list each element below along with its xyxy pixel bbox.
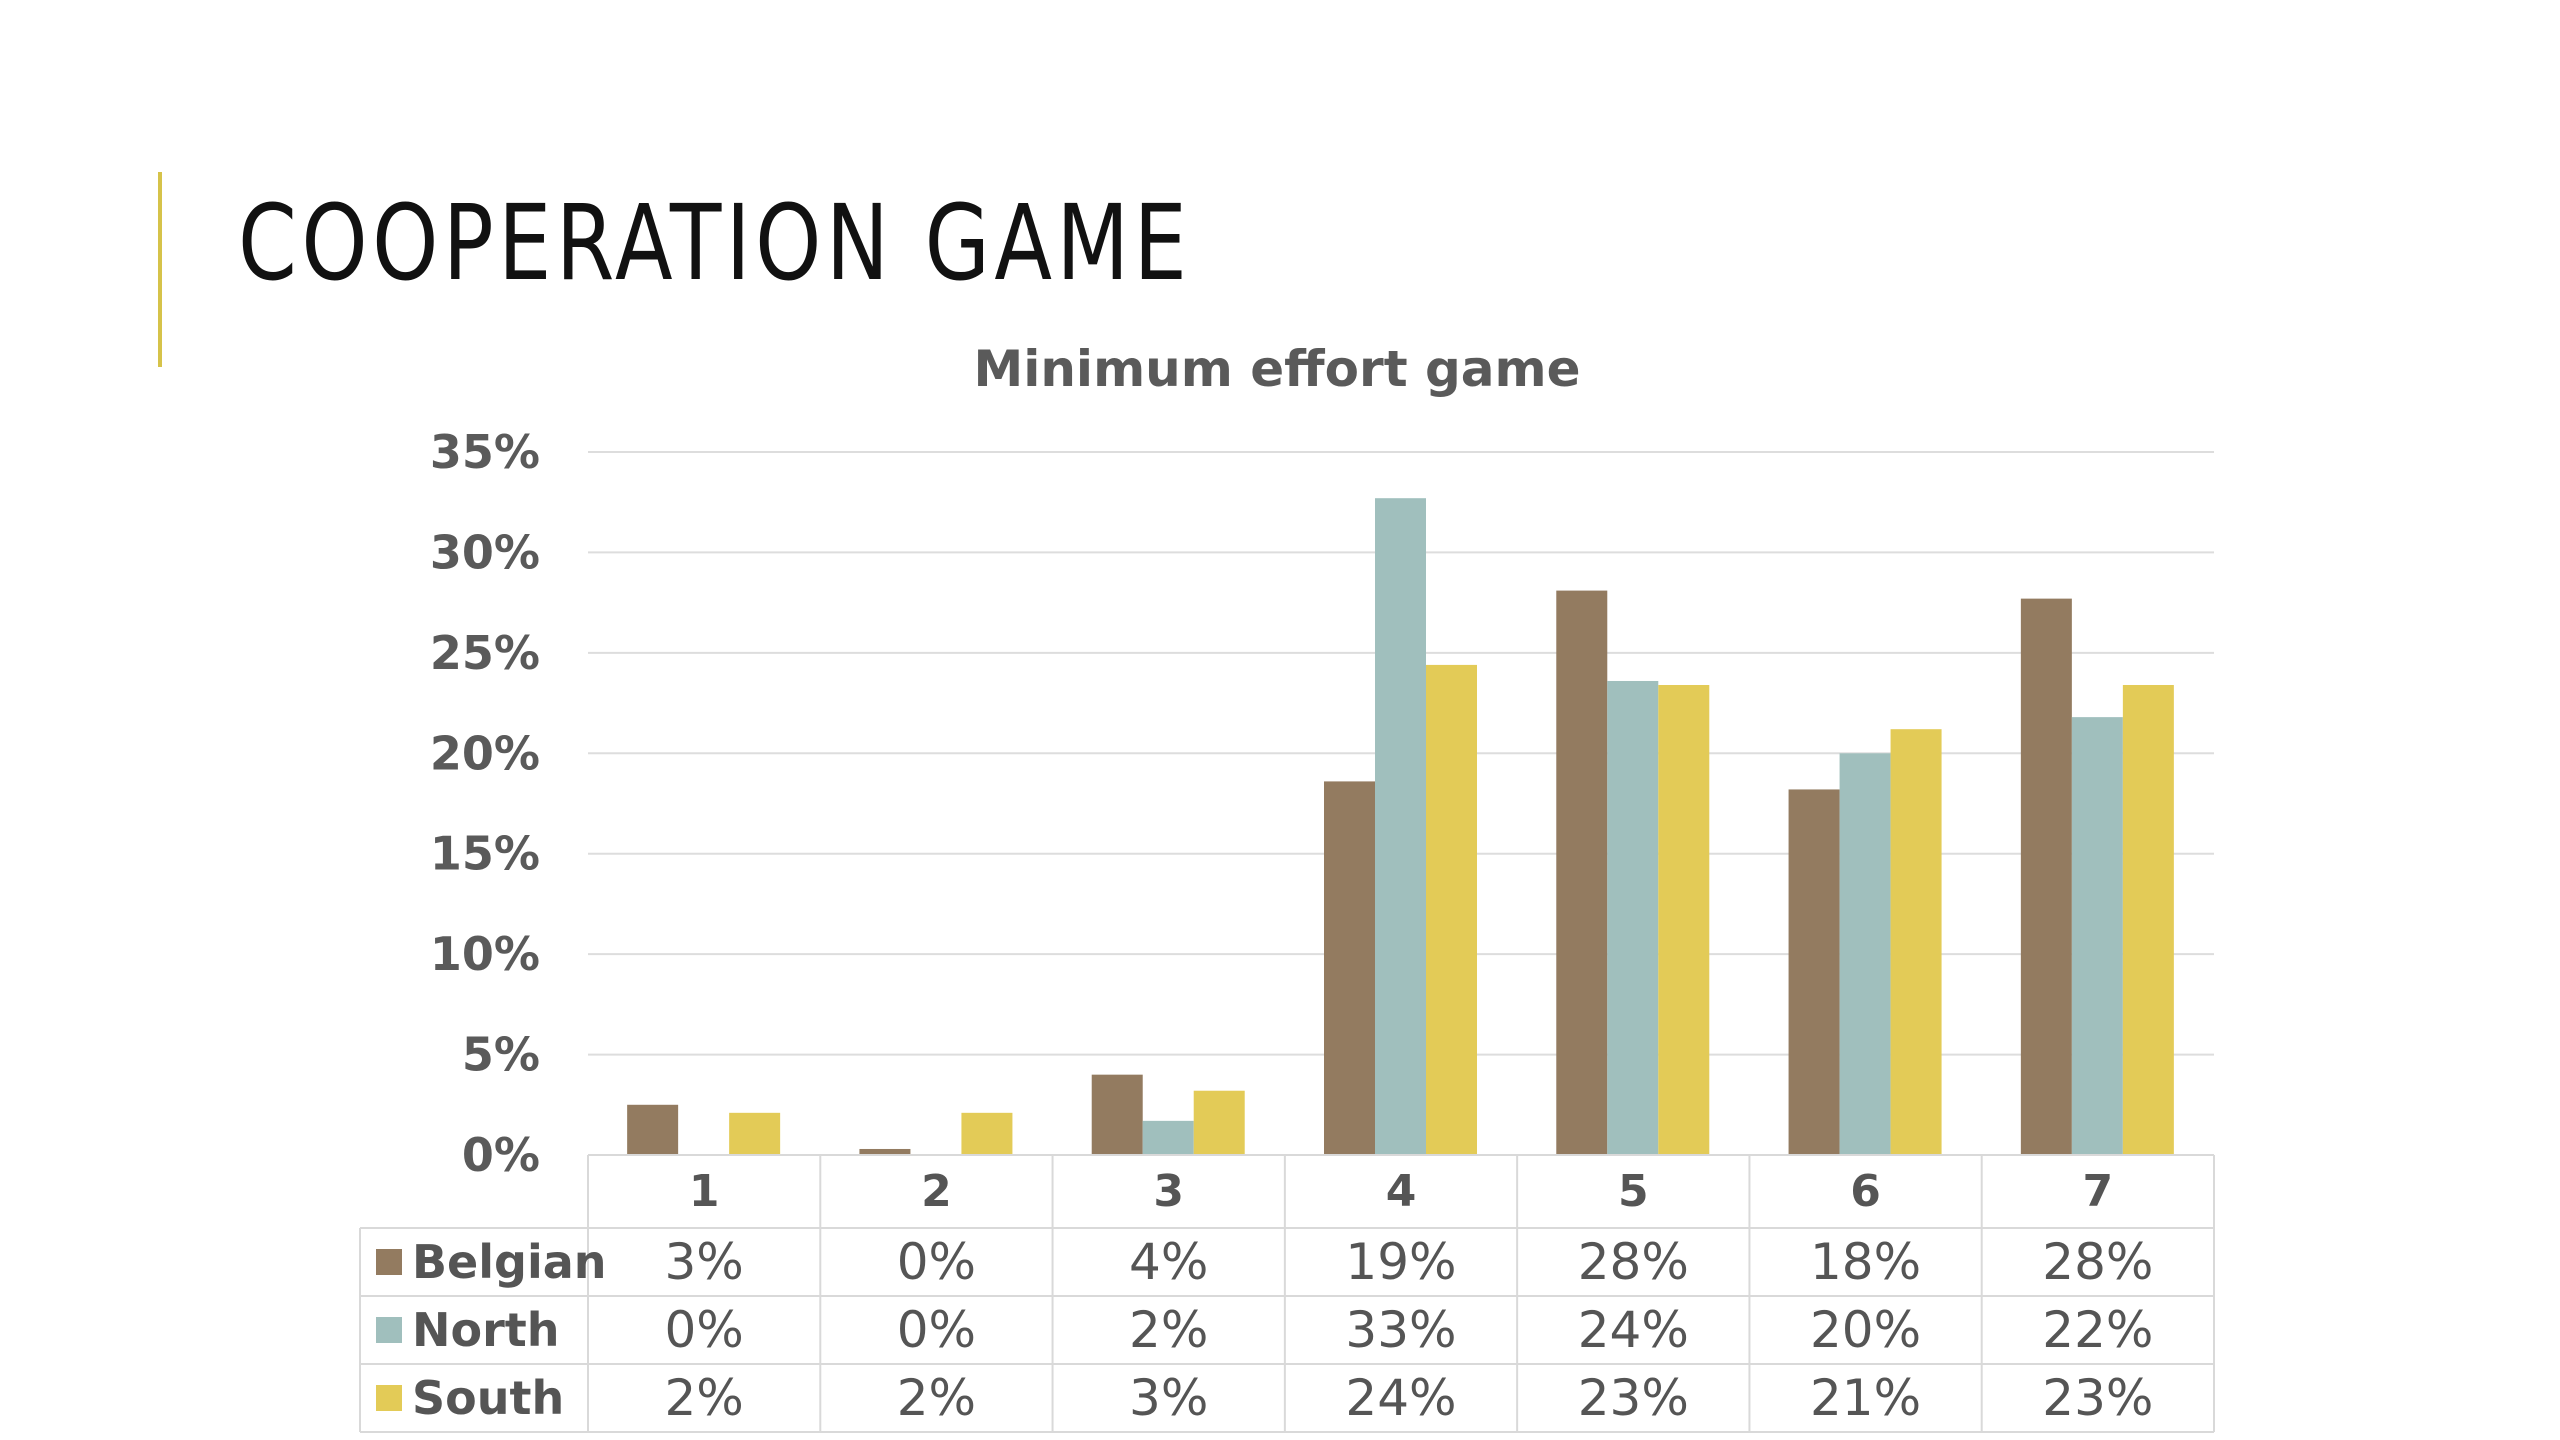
chart-title: Minimum effort game — [973, 340, 1580, 398]
table-cell: 28% — [2042, 1233, 2153, 1291]
table-cell: 19% — [1345, 1233, 1456, 1291]
y-tick-label: 20% — [430, 726, 540, 780]
series-label: South — [412, 1371, 564, 1425]
bar-south-3 — [1193, 1090, 1245, 1155]
table-cell: 0% — [897, 1233, 976, 1291]
y-tick-label: 5% — [462, 1028, 540, 1082]
table-cell: 2% — [664, 1369, 743, 1427]
category-label: 6 — [1850, 1166, 1881, 1217]
series-label: North — [412, 1303, 560, 1357]
table-cell: 18% — [1810, 1233, 1921, 1291]
category-label: 2 — [921, 1166, 952, 1217]
table-cell: 23% — [1578, 1369, 1689, 1427]
slide-title: COOPERATION GAME — [238, 182, 1192, 304]
category-label: 1 — [689, 1166, 720, 1217]
table-cell: 24% — [1345, 1369, 1456, 1427]
table-cell: 28% — [1578, 1233, 1689, 1291]
bar-belgian-7 — [2020, 598, 2072, 1155]
bar-north-7 — [2071, 717, 2123, 1155]
table-cell: 3% — [1129, 1369, 1208, 1427]
table-cell: 20% — [1810, 1301, 1921, 1359]
bar-belgian-4 — [1324, 781, 1375, 1155]
bar-north-6 — [1839, 753, 1891, 1155]
table-cell: 0% — [664, 1301, 743, 1359]
bar-south-2 — [961, 1112, 1013, 1155]
y-axis: 0% 5% 10% 15% 20% 25% 30% 35% — [430, 425, 540, 1182]
table-cell: 0% — [897, 1301, 976, 1359]
bar-south-5 — [1658, 684, 1710, 1155]
table-cell: 4% — [1129, 1233, 1208, 1291]
y-tick-label: 30% — [430, 525, 540, 579]
table-cell: 2% — [1129, 1301, 1208, 1359]
bar-north-5 — [1607, 680, 1659, 1155]
bar-belgian-5 — [1556, 590, 1608, 1155]
bar-belgian-1 — [627, 1104, 679, 1155]
bar-south-4 — [1426, 664, 1477, 1155]
table-cell: 2% — [897, 1369, 976, 1427]
y-tick-label: 10% — [430, 927, 540, 981]
legend-swatch-south — [376, 1385, 402, 1411]
bar-belgian-6 — [1788, 789, 1840, 1155]
y-tick-label: 35% — [430, 425, 540, 479]
legend-swatch-north — [376, 1317, 402, 1343]
title-accent-bar — [158, 172, 162, 367]
category-label: 3 — [1153, 1166, 1184, 1217]
bars — [627, 498, 2174, 1155]
legend-swatch-belgian — [376, 1249, 402, 1275]
y-tick-label: 15% — [430, 827, 540, 881]
bar-north-3 — [1142, 1120, 1194, 1155]
category-label: 5 — [1618, 1166, 1649, 1217]
series-label: Belgian — [412, 1235, 607, 1289]
bar-south-1 — [729, 1112, 781, 1155]
y-tick-label: 25% — [430, 626, 540, 680]
bar-south-7 — [2122, 684, 2174, 1155]
table-cell: 22% — [2042, 1301, 2153, 1359]
bar-north-4 — [1375, 498, 1426, 1155]
bar-belgian-2 — [859, 1148, 911, 1155]
data-table: 1 2 3 4 5 6 7 Belgian 3% 0% 4% 19% 28% 18% 28% North 0% 0… — [359, 1154, 2215, 1433]
bar-south-6 — [1890, 729, 1942, 1155]
table-cell: 23% — [2042, 1369, 2153, 1427]
category-label: 4 — [1386, 1166, 1417, 1217]
table-cell: 33% — [1345, 1301, 1456, 1359]
y-tick-label: 0% — [462, 1128, 540, 1182]
table-cell: 3% — [664, 1233, 743, 1291]
category-label: 7 — [2083, 1166, 2114, 1217]
bar-belgian-3 — [1091, 1074, 1143, 1155]
table-cell: 24% — [1578, 1301, 1689, 1359]
table-cell: 21% — [1810, 1369, 1921, 1427]
